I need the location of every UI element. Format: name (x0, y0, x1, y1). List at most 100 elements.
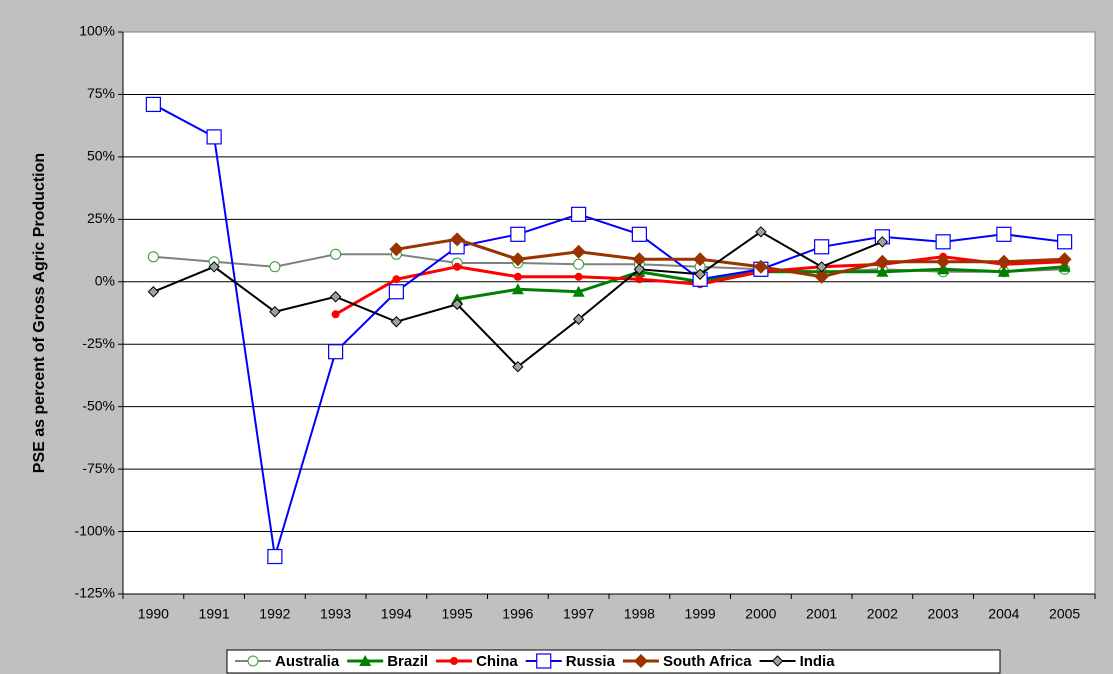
legend-item: Russia (525, 653, 616, 670)
data-point (453, 262, 462, 271)
data-point (876, 265, 889, 277)
data-point (390, 316, 403, 328)
data-point (451, 298, 463, 310)
data-point (814, 239, 830, 255)
data-point (328, 344, 344, 360)
y-axis-label: PSE as percent of Gross Agric Production (31, 153, 48, 473)
x-tick-label: 1997 (563, 606, 594, 622)
x-tick-label: 1990 (138, 606, 169, 622)
x-tick-label: 1999 (685, 606, 716, 622)
data-point (510, 226, 526, 242)
legend-marker (771, 655, 784, 667)
x-tick-label: 1993 (320, 606, 351, 622)
data-point (513, 272, 522, 281)
data-point (996, 226, 1012, 242)
data-point (330, 248, 342, 260)
legend-item: China (436, 653, 518, 670)
x-tick-label: 1994 (381, 606, 412, 622)
legend-label: Australia (275, 653, 340, 670)
y-tick-label: -50% (82, 397, 115, 413)
legend-label: Russia (566, 653, 616, 670)
x-tick-label: 2005 (1049, 606, 1080, 622)
data-point (208, 261, 220, 273)
data-point (572, 313, 585, 325)
data-point (1057, 234, 1073, 250)
x-tick-label: 2004 (988, 606, 1019, 622)
x-tick-label: 2001 (806, 606, 837, 622)
data-point (875, 254, 890, 269)
x-tick-label: 1996 (502, 606, 533, 622)
data-point (331, 310, 340, 319)
legend-marker (536, 653, 552, 669)
y-tick-label: 50% (87, 148, 115, 164)
y-tick-label: -25% (82, 335, 115, 351)
data-point (392, 275, 401, 284)
legend-item: Brazil (347, 653, 428, 670)
data-point (693, 252, 708, 267)
data-point (935, 234, 951, 250)
data-point (329, 291, 342, 303)
data-point (147, 251, 159, 263)
data-point (147, 286, 160, 298)
data-point (632, 252, 647, 267)
data-point (996, 254, 1011, 269)
data-point (511, 283, 524, 295)
data-point (694, 268, 706, 280)
data-point (635, 275, 644, 284)
legend-label: Brazil (387, 653, 428, 670)
x-tick-label: 1991 (199, 606, 230, 622)
data-point (936, 254, 951, 269)
data-point (815, 261, 828, 273)
data-point (388, 284, 404, 300)
legend-label: South Africa (663, 653, 752, 670)
data-point (269, 261, 281, 273)
y-tick-label: 75% (87, 85, 115, 101)
legend-item: South Africa (622, 653, 752, 670)
data-point (267, 548, 283, 565)
y-tick-label: 100% (79, 23, 115, 39)
legend-label: China (476, 653, 518, 670)
plot-area (123, 32, 1095, 594)
data-point (510, 252, 525, 267)
x-tick-label: 1992 (259, 606, 290, 622)
data-point (206, 129, 222, 145)
data-point (572, 285, 585, 297)
legend-label: India (800, 653, 836, 670)
data-point (997, 265, 1010, 277)
series-line (396, 237, 1065, 279)
data-point (631, 226, 647, 242)
data-point (573, 258, 585, 270)
data-point (269, 306, 281, 318)
x-tick-label: 2002 (867, 606, 898, 622)
data-point (450, 232, 465, 247)
y-tick-label: 0% (95, 272, 115, 288)
y-tick-label: -125% (75, 585, 115, 601)
x-tick-label: 1995 (442, 606, 473, 622)
x-tick-label: 1998 (624, 606, 655, 622)
legend-marker (633, 654, 648, 668)
legend-box (226, 649, 1001, 674)
data-point (1057, 252, 1072, 267)
data-point (145, 96, 161, 113)
data-point (755, 226, 767, 238)
data-point (814, 269, 829, 284)
legend-item: Australia (235, 653, 340, 670)
legend-marker (450, 657, 459, 665)
y-tick-label: 25% (87, 210, 115, 226)
x-tick-label: 2003 (928, 606, 959, 622)
data-point (512, 360, 524, 373)
x-tick-label: 2000 (745, 606, 776, 622)
legend-item: India (759, 653, 836, 670)
data-point (571, 206, 587, 222)
legend-marker (359, 655, 372, 666)
series-line (152, 103, 1065, 557)
data-point (753, 259, 768, 274)
data-point (574, 272, 583, 281)
data-point (876, 236, 889, 248)
data-point (389, 242, 404, 257)
y-tick-label: -100% (75, 522, 115, 538)
y-tick-label: -75% (82, 460, 115, 476)
legend-marker (247, 655, 259, 667)
